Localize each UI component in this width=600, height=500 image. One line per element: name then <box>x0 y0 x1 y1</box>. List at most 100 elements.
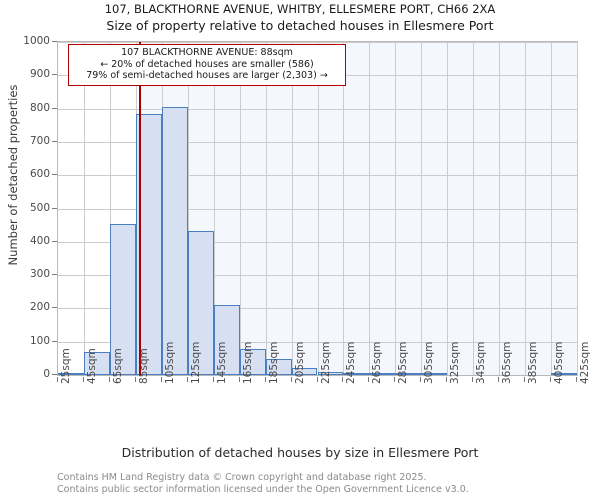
y-axis-tick-label: 800 <box>29 101 50 114</box>
y-axis-tick-label: 900 <box>29 68 50 81</box>
x-axis-tick-label: 145sqm <box>215 341 228 384</box>
y-axis-tick <box>52 307 57 309</box>
x-axis-tick-label: 325sqm <box>449 341 462 384</box>
y-axis-tick-label: 300 <box>29 268 50 281</box>
x-axis-tick-label: 105sqm <box>163 341 176 384</box>
y-axis-tick <box>52 274 57 276</box>
histogram-bar <box>421 373 448 375</box>
footer-line-1: Contains HM Land Registry data © Crown c… <box>57 472 427 483</box>
property-size-marker-line <box>138 42 141 375</box>
x-axis-tick <box>264 377 266 382</box>
x-axis-tick-label: 385sqm <box>527 341 540 384</box>
y-axis-tick <box>52 240 57 242</box>
y-axis-tick-label: 200 <box>29 301 50 314</box>
gridline <box>187 42 189 375</box>
footer-attribution: Contains HM Land Registry data © Crown c… <box>57 472 597 495</box>
histogram-bar <box>343 373 370 375</box>
gridline <box>265 42 267 375</box>
x-axis-tick <box>160 377 162 382</box>
annotation-line-2: ← 20% of detached houses are smaller (58… <box>100 58 314 70</box>
y-axis-tick <box>52 41 57 42</box>
y-axis-tick-label: 1000 <box>23 35 50 47</box>
histogram-bar <box>265 358 292 375</box>
gridline <box>473 42 475 375</box>
gridline <box>447 42 449 375</box>
y-axis-tick <box>52 174 57 176</box>
y-axis-tick-label: 400 <box>29 234 50 247</box>
x-axis-tick-label: 345sqm <box>475 341 488 384</box>
x-axis-tick <box>134 377 136 382</box>
footer-line-2: Contains public sector information licen… <box>57 483 469 495</box>
x-axis-tick-label: 425sqm <box>579 341 591 384</box>
gridline <box>239 42 241 375</box>
x-axis-tick-label: 305sqm <box>423 341 436 384</box>
plot-area <box>57 41 578 376</box>
gridline <box>525 42 527 375</box>
x-axis-tick <box>316 377 318 382</box>
chart-title-block: 107, BLACKTHORNE AVENUE, WHITBY, ELLESME… <box>0 2 600 34</box>
x-axis-tick-label: 25sqm <box>60 348 72 384</box>
chart-subtitle: Size of property relative to detached ho… <box>106 18 494 33</box>
y-axis-tick-label: 100 <box>29 334 50 347</box>
histogram-bar <box>161 106 188 375</box>
y-axis-tick <box>52 207 57 209</box>
x-axis-tick-label: 165sqm <box>241 341 254 384</box>
x-axis-tick-label: 65sqm <box>111 348 124 384</box>
gridline <box>291 42 293 375</box>
page-title: 107, BLACKTHORNE AVENUE, WHITBY, ELLESME… <box>104 2 496 16</box>
gridline <box>395 42 397 375</box>
gridline <box>577 42 578 375</box>
histogram-bar <box>551 373 577 375</box>
y-axis-tick <box>52 107 57 109</box>
y-axis-tick <box>52 74 57 76</box>
y-axis-tick-label: 0 <box>43 368 50 380</box>
gridline <box>343 42 345 375</box>
y-axis-tick-label: 500 <box>29 201 50 214</box>
y-axis-tick <box>52 340 57 342</box>
histogram-bar <box>109 223 136 375</box>
histogram-bar <box>213 305 240 375</box>
histogram-bar <box>395 373 422 375</box>
x-axis-tick <box>342 377 344 382</box>
y-axis-tick-label: 600 <box>29 168 50 181</box>
x-axis-tick-label: 245sqm <box>345 341 358 384</box>
x-axis-tick <box>212 377 214 382</box>
x-axis-tick-label: 205sqm <box>293 341 306 384</box>
x-axis-tick <box>420 377 422 382</box>
annotation-line-1: 107 BLACKTHORNE AVENUE: 88sqm <box>121 47 293 58</box>
x-axis-tick <box>82 377 84 382</box>
gridline <box>213 42 215 375</box>
gridline <box>83 42 85 375</box>
x-axis-tick <box>576 377 577 382</box>
histogram-bars <box>58 42 577 375</box>
x-axis-tick <box>550 377 552 382</box>
x-axis-tick-label: 365sqm <box>501 341 514 384</box>
x-axis-tick <box>524 377 526 382</box>
gridline <box>499 42 501 375</box>
x-axis-tick-label: 265sqm <box>371 341 384 384</box>
x-axis-tick-label: 185sqm <box>267 341 280 384</box>
x-axis-tick <box>186 377 188 382</box>
histogram-bar <box>369 373 396 375</box>
annotation-line-3: 79% of semi-detached houses are larger (… <box>86 70 328 82</box>
x-axis-tick <box>57 377 58 382</box>
gridline <box>421 42 423 375</box>
x-axis-tick <box>108 377 110 382</box>
x-axis-tick-label: 405sqm <box>553 341 566 384</box>
histogram-bar <box>291 367 318 375</box>
x-axis-tick <box>472 377 474 382</box>
histogram-bar <box>58 373 84 375</box>
histogram-bar <box>187 231 214 375</box>
gridline <box>551 42 553 375</box>
x-axis-tick <box>446 377 448 382</box>
y-axis-tick <box>52 140 57 142</box>
x-axis-title: Distribution of detached houses by size … <box>121 445 479 460</box>
x-axis-tick-label: 225sqm <box>319 341 332 384</box>
x-axis-tick-label: 125sqm <box>189 341 202 384</box>
histogram-bar <box>317 371 344 375</box>
x-axis-tick <box>498 377 500 382</box>
x-axis-tick <box>368 377 370 382</box>
x-axis-tick <box>394 377 396 382</box>
y-axis-tick-label: 700 <box>29 134 50 147</box>
